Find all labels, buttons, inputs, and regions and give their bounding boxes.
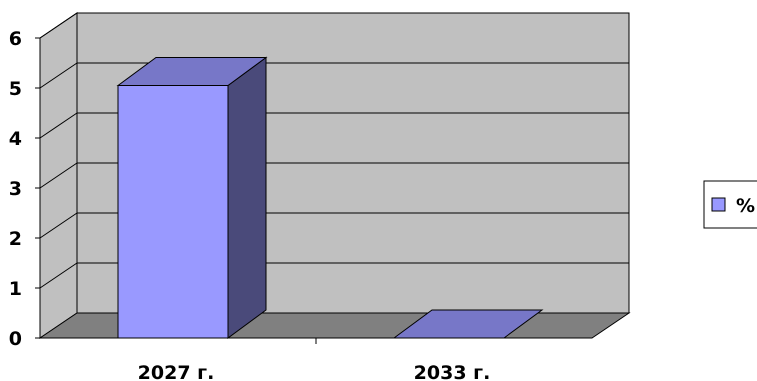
legend: %	[704, 181, 757, 228]
bar-side-0	[228, 58, 266, 339]
y-tick-label: 6	[9, 28, 22, 50]
y-tick-label: 5	[9, 78, 22, 100]
y-tick-label: 4	[9, 128, 22, 150]
y-tick-label: 1	[9, 278, 22, 300]
bar-front-0	[118, 86, 228, 339]
legend-label-0: %	[736, 195, 755, 217]
y-tick-label: 2	[9, 228, 22, 250]
x-tick-label: 2033 г.	[414, 362, 491, 381]
y-tick-label: 0	[9, 328, 22, 350]
y-axis-tick-labels: 0 1 2 3 4 5 6	[9, 28, 22, 350]
x-tick-label: 2027 г.	[138, 362, 215, 381]
x-axis-tick-labels: 2027 г. 2033 г.	[138, 362, 491, 381]
y-tick-label: 3	[9, 178, 22, 200]
legend-swatch	[712, 198, 725, 211]
